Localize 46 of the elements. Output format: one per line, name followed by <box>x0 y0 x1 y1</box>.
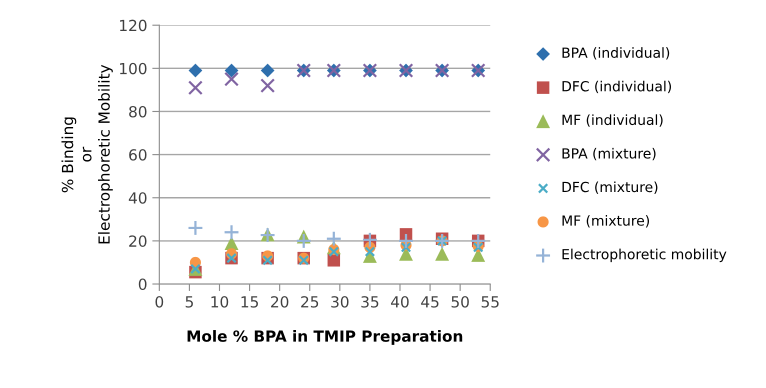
y-tick-label: 100 <box>120 62 147 74</box>
point <box>326 230 342 247</box>
point <box>328 254 340 267</box>
x-tick-label: 25 <box>301 296 318 308</box>
y-tick-label: 60 <box>129 149 147 161</box>
point <box>364 246 376 257</box>
y-tick-label: 20 <box>129 235 147 247</box>
point <box>187 220 204 236</box>
x-tick-label: 5 <box>186 296 193 308</box>
legend-label: BPA (individual) <box>562 47 670 60</box>
legend-label: DFC (mixture) <box>562 181 658 194</box>
y-tick-label: 40 <box>128 192 147 204</box>
x-tick-label: 55 <box>482 296 499 308</box>
point <box>223 224 240 240</box>
x-tick-label: 30 <box>331 296 349 308</box>
x-tick-label: 40 <box>391 296 409 308</box>
point <box>188 64 202 78</box>
x-tick-label: 50 <box>452 296 469 308</box>
legend-label: MF (mixture) <box>562 215 649 228</box>
y-tick-label: 120 <box>120 20 147 32</box>
point <box>188 80 203 96</box>
y-tick-label: 0 <box>138 278 147 290</box>
legend-label: BPA (mixture) <box>562 148 656 160</box>
x-tick-label: 45 <box>421 296 438 308</box>
point <box>400 242 412 253</box>
x-tick-label: 35 <box>361 296 378 308</box>
legend-label: DFC (individual) <box>562 80 671 94</box>
x-tick-label: 20 <box>271 296 288 308</box>
point <box>362 232 378 248</box>
x-tick-label: 15 <box>242 296 258 308</box>
x-tick-label: 10 <box>211 296 228 308</box>
point <box>262 255 273 266</box>
point <box>260 78 275 93</box>
point <box>298 255 310 266</box>
point <box>260 64 274 78</box>
y-axis-title: % Binding or Electrophoretic Mobility <box>61 64 113 244</box>
point <box>435 246 450 261</box>
x-tick-label: 0 <box>155 296 164 308</box>
legend-label: MF (individual) <box>562 114 663 127</box>
point <box>224 72 239 86</box>
point <box>224 64 238 78</box>
point <box>398 232 414 249</box>
legend-label: Electrophoretic mobility <box>562 248 726 262</box>
x-axis-title: Mole % BPA in TMIP Preparation <box>188 330 462 345</box>
y-tick-label: 80 <box>129 106 147 118</box>
point <box>296 232 312 249</box>
